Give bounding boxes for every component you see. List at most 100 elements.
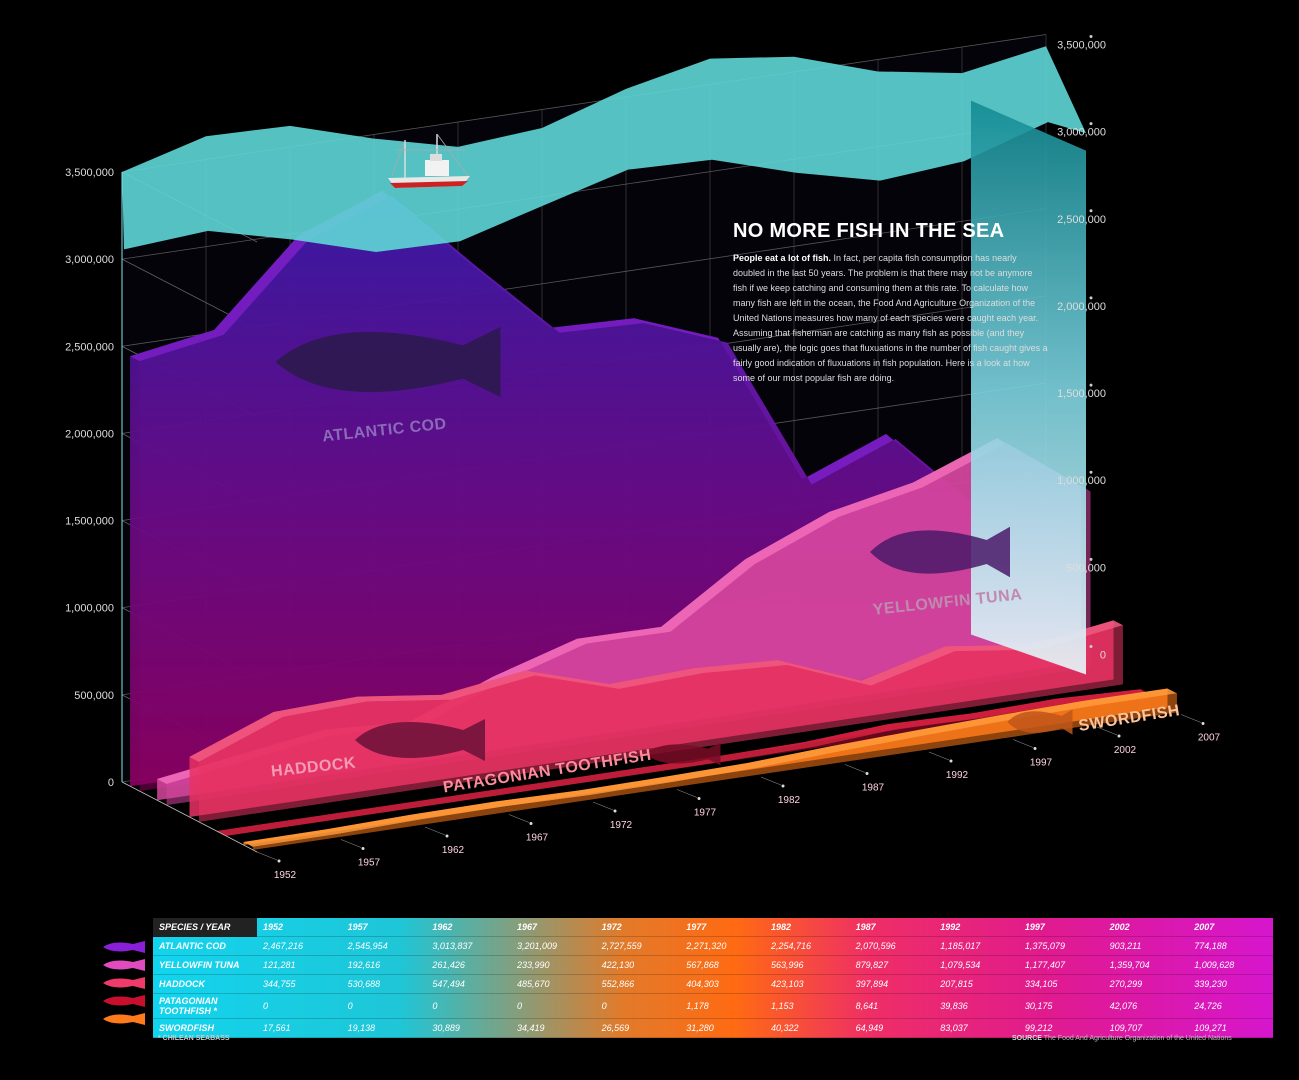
table-value-cell: 0 [595,993,681,1019]
x-tick-dot [613,809,617,813]
table-value-cell: 1,079,534 [934,955,1019,975]
series-front-2 [166,443,1091,806]
y-tick-dot-right [1089,470,1093,474]
x-tick-line [1096,726,1118,736]
y-tick-label-right: 1,000,000 [1057,475,1106,487]
y-tick-label-right: 2,500,000 [1057,214,1106,226]
x-tick-line [760,776,782,786]
species-fish-icon [101,1012,147,1025]
x-tick-label: 1977 [694,808,717,819]
table-year-header: 1977 [680,918,765,937]
table-year-header: 1982 [764,918,850,937]
x-tick-label: 1957 [358,858,381,869]
table-value-cell: 2,727,559 [595,936,681,956]
y-tick-dot-right [1089,557,1093,561]
table-value-cell: 1,178 [680,993,765,1019]
table-row: Atlantic Cod 2,467,216 2,545,954 3,013,837 3… [153,936,1273,956]
x-tick-label: 2002 [1114,745,1137,756]
table-value-cell: 2,070,596 [849,936,935,956]
table-value-cell: 2,271,320 [680,936,765,956]
x-tick-label: 1992 [946,770,969,781]
table-year-header: 1962 [426,918,511,937]
table-value-cell: 404,303 [680,974,765,994]
series-front-4 [225,694,1150,836]
x-tick-dot [277,859,281,863]
x-tick-dot [865,772,869,775]
x-tick-dot [445,834,449,838]
table-value-cell: 40,322 [764,1018,850,1038]
intro-text: People eat a lot of fish. In fact, per c… [733,251,1048,386]
species-fish-icon [101,994,147,1007]
table-year-header: 1972 [595,918,681,937]
y-tick-label-left: 3,500,000 [65,167,114,179]
table-value-cell: 547,494 [426,974,511,994]
source-note: SOURCE The Food And Agriculture Organiza… [1012,1035,1232,1042]
water-surface-top [122,46,1086,253]
table-species-cell: Patagonian Toothfish * [153,993,257,1019]
table-row: Haddock 344,755 530,688 547,494 485,670 552,8… [153,974,1273,994]
y-tick-dot-right [1089,645,1093,648]
atlantic-cod-fish-icon [275,327,501,397]
table-year-header: 1952 [257,918,342,937]
table-value-cell: 1,375,079 [1018,936,1104,956]
x-tick-line [256,851,278,861]
table-corner-header: SPECIES / YEAR [153,918,257,937]
table-value-cell: 344,755 [257,974,342,994]
y-tick-label-left: 1,000,000 [65,603,114,615]
y-tick-label-right: 3,500,000 [1057,40,1106,52]
table-value-cell: 552,866 [595,974,681,994]
table-value-cell: 903,211 [1103,936,1189,956]
table-value-cell: 83,037 [934,1018,1019,1038]
table-species-cell: Haddock [153,974,257,994]
x-tick-dot [1201,722,1205,725]
fishing-boat-icon [388,133,470,188]
table-value-cell: 0 [341,993,427,1019]
table-value-cell: 24,726 [1188,993,1273,1019]
y-tick-dot-right [1089,296,1093,300]
swordfish-fish-icon [1007,709,1073,735]
table-value-cell: 1,185,017 [934,936,1019,956]
table-value-cell: 0 [510,993,596,1019]
data-table-section: SPECIES / YEAR 1952 1957 1962 1967 1972 1977 1… [95,918,1273,1038]
table-value-cell: 8,641 [849,993,935,1019]
x-tick-dot [781,784,785,788]
table-value-cell: 42,076 [1103,993,1189,1019]
patagonian-toothfish-fish-icon [645,742,721,766]
table-value-cell: 423,103 [764,974,850,994]
table-value-cell: 422,130 [595,955,681,975]
table-value-cell: 485,670 [510,974,596,994]
table-value-cell: 233,990 [510,955,596,975]
chart-title: NO MORE FISH IN THE SEA [733,220,1005,242]
table-year-header: 2002 [1103,918,1189,937]
series-front-5 [252,693,1177,850]
table-body: Atlantic Cod 2,467,216 2,545,954 3,013,837 3… [153,936,1273,1038]
x-tick-label: 1962 [442,845,465,856]
table-value-cell: 0 [426,993,511,1019]
table-value-cell: 30,889 [426,1018,511,1038]
source-label: SOURCE [1012,1035,1042,1042]
table-value-cell: 339,230 [1188,974,1273,994]
table-value-cell: 530,688 [341,974,427,994]
x-tick-label: 1982 [778,795,801,806]
x-tick-line [508,814,530,823]
table-value-cell: 1,177,407 [1018,955,1104,975]
x-tick-label: 1952 [274,870,297,881]
table-value-cell: 192,616 [341,955,427,975]
chart-3d-area: 0 0 500,000 500,000 1,000,000 1,000,000 1,500,… [65,34,1221,881]
y-tick-label-left: 0 [108,777,114,789]
table-value-cell: 26,569 [595,1018,681,1038]
x-tick-dot [697,797,701,800]
y-tick-dot-right [1089,383,1093,387]
water-surface [121,46,1086,853]
x-tick-line [340,839,362,848]
y-tick-label-left: 2,000,000 [65,428,114,440]
table-value-cell: 19,138 [341,1018,427,1038]
table-value-cell: 64,949 [849,1018,935,1038]
y-tick-label-left: 2,500,000 [65,341,114,353]
y-tick-label-left: 3,000,000 [65,254,114,266]
x-tick-line [1180,714,1202,723]
fish-silhouettes [275,327,1073,766]
table-value-cell: 109,271 [1188,1018,1273,1038]
table-year-header: 2007 [1188,918,1273,937]
table-row: Yellowfin Tuna 121,281 192,616 261,426 233,9… [153,955,1273,975]
